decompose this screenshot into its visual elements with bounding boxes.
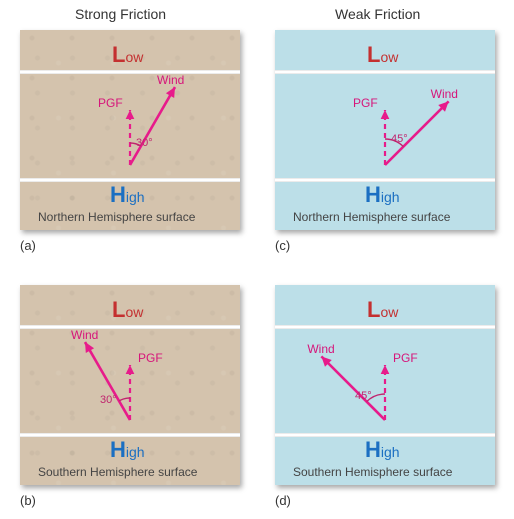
wind-vector: [130, 87, 175, 165]
panel-a: Low High Northern Hemisphere surface PGF Win…: [20, 30, 240, 230]
surface-label: Northern Hemisphere surface: [38, 210, 195, 224]
panel-box: Low High Northern Hemisphere surface PGF Win…: [20, 30, 240, 230]
pgf-label: PGF: [393, 351, 418, 365]
wind-arrowhead: [321, 356, 331, 366]
panel-d: Low High Southern Hemisphere surface PGF Win…: [275, 285, 495, 485]
surface-label: Northern Hemisphere surface: [293, 210, 450, 224]
angle-label: 30°: [100, 394, 117, 406]
wind-arrowhead: [438, 101, 448, 111]
pressure-low: Low: [112, 42, 143, 68]
panel-box: Low High Southern Hemisphere surface PGF Win…: [275, 285, 495, 485]
pgf-label: PGF: [98, 96, 123, 110]
panel-b: Low High Southern Hemisphere surface PGF Win…: [20, 285, 240, 485]
pressure-high: High: [110, 437, 145, 463]
pgf-arrowhead: [381, 365, 390, 374]
panel-c: Low High Northern Hemisphere surface PGF Win…: [275, 30, 495, 230]
isobar: [275, 70, 495, 74]
angle-arc: [119, 398, 130, 401]
angle-label: 30°: [136, 137, 153, 149]
panel-letter: (c): [275, 238, 290, 253]
wind-label: Wind: [71, 328, 98, 342]
wind-label: Wind: [157, 73, 184, 87]
surface-label: Southern Hemisphere surface: [38, 465, 197, 479]
wind-vector: [85, 342, 130, 420]
pressure-high: High: [365, 437, 400, 463]
pgf-arrowhead: [126, 365, 135, 374]
pressure-low: Low: [112, 297, 143, 323]
surface-label: Southern Hemisphere surface: [293, 465, 452, 479]
pgf-arrowhead: [126, 110, 135, 119]
isobar: [20, 325, 240, 329]
pressure-low: Low: [367, 297, 398, 323]
wind-vector: [321, 356, 385, 420]
isobar: [275, 325, 495, 329]
pressure-high: High: [110, 182, 145, 208]
panel-box: Low High Southern Hemisphere surface PGF Win…: [20, 285, 240, 485]
friction-diagram: Strong Friction Weak Friction Low High North…: [0, 0, 514, 519]
angle-label: 45°: [391, 133, 408, 145]
wind-label: Wind: [307, 342, 334, 356]
wind-arrowhead: [85, 342, 94, 353]
pgf-label: PGF: [138, 351, 163, 365]
isobar: [20, 70, 240, 74]
col-header-weak: Weak Friction: [335, 6, 420, 22]
panel-letter: (b): [20, 493, 36, 508]
angle-label: 45°: [355, 390, 372, 402]
wind-arrowhead: [166, 87, 175, 98]
pressure-low: Low: [367, 42, 398, 68]
col-header-strong: Strong Friction: [75, 6, 166, 22]
pressure-high: High: [365, 182, 400, 208]
pgf-label: PGF: [353, 96, 378, 110]
wind-label: Wind: [431, 87, 458, 101]
panel-box: Low High Northern Hemisphere surface PGF Win…: [275, 30, 495, 230]
panel-letter: (a): [20, 238, 36, 253]
panel-letter: (d): [275, 493, 291, 508]
pgf-arrowhead: [381, 110, 390, 119]
